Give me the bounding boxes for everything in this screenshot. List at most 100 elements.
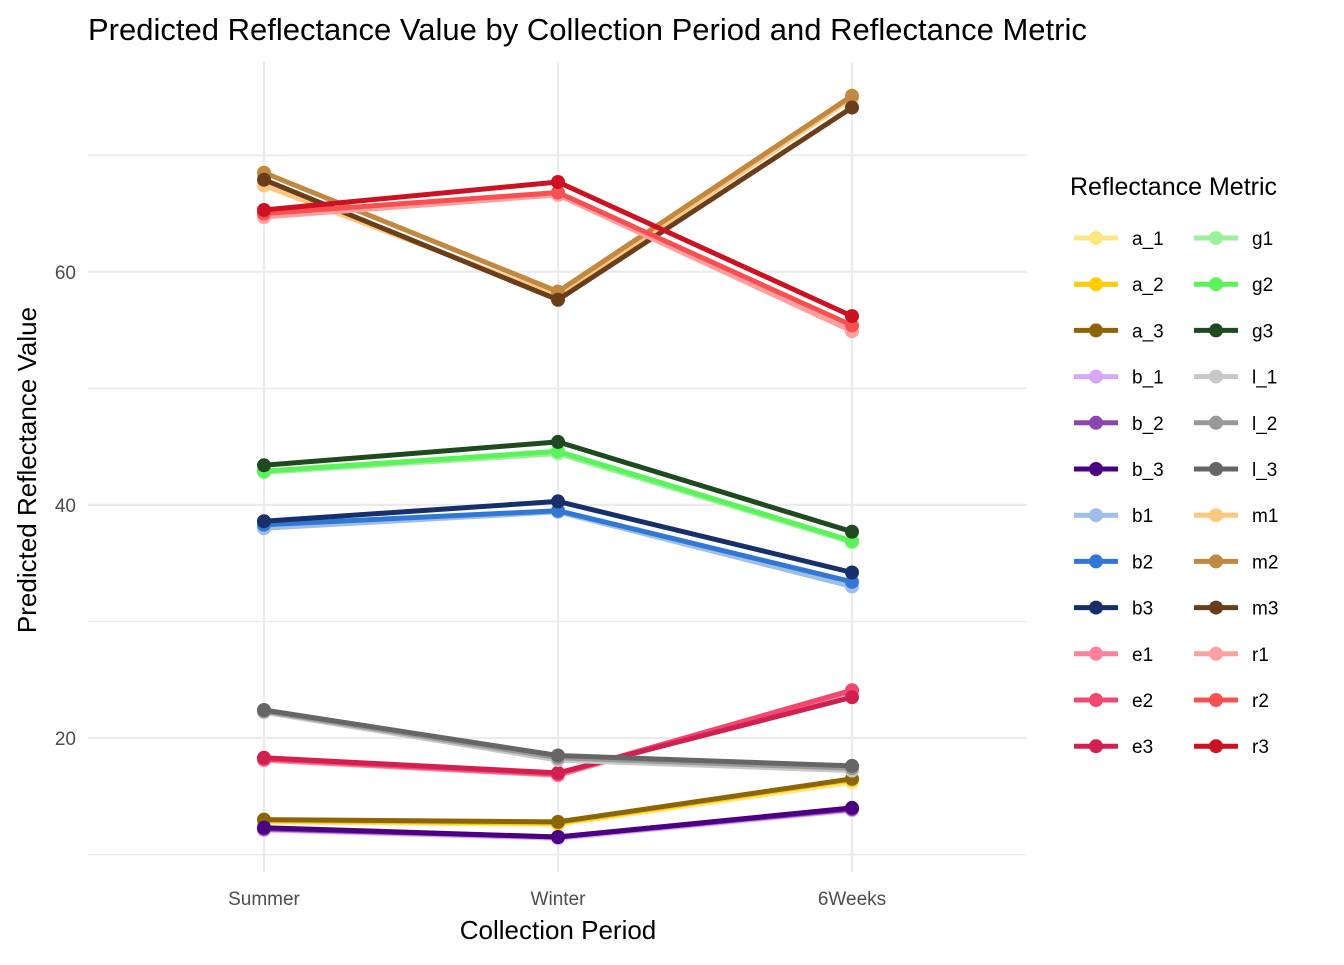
legend-label: r1 <box>1252 645 1269 666</box>
legend-item-e3: e3 <box>1074 737 1153 758</box>
legend-key-point <box>1209 739 1223 754</box>
legend-label: b1 <box>1132 506 1153 527</box>
legend-key-point <box>1089 462 1103 476</box>
legend-label: g3 <box>1252 321 1273 342</box>
legend-key-point <box>1209 462 1223 476</box>
legend-label: l_2 <box>1252 414 1277 435</box>
legend-item-b_1: b_1 <box>1074 368 1164 389</box>
legend-item-m3: m3 <box>1194 599 1278 620</box>
legend-item-b3: b3 <box>1074 599 1153 620</box>
data-point <box>551 765 565 780</box>
data-point <box>257 458 271 473</box>
legend-key-point <box>1089 369 1103 384</box>
x-tick-label: 6Weeks <box>818 889 886 910</box>
legend-item-g1: g1 <box>1194 229 1273 250</box>
legend-label: m3 <box>1252 599 1278 620</box>
legend-item-m2: m2 <box>1194 552 1278 573</box>
series-lines <box>257 88 859 846</box>
series-b_3 <box>257 800 859 844</box>
series-e3 <box>257 690 859 780</box>
y-tick-label: 40 <box>55 496 76 517</box>
x-axis-title: Collection Period <box>460 915 657 945</box>
legend-label: a_3 <box>1132 321 1164 342</box>
legend-item-b1: b1 <box>1074 506 1153 527</box>
y-tick-label: 20 <box>55 729 76 750</box>
legend-key-point <box>1209 600 1223 615</box>
series-g3 <box>257 434 859 539</box>
data-point <box>257 172 271 187</box>
legend-key-point <box>1089 277 1103 292</box>
legend-item-l_2: l_2 <box>1194 414 1277 435</box>
data-point <box>551 814 565 829</box>
legend-key-point <box>1209 554 1223 569</box>
x-tick-label: Winter <box>531 889 587 910</box>
legend-label: e1 <box>1132 645 1153 666</box>
legend-key-point <box>1089 693 1103 707</box>
data-point <box>257 750 271 765</box>
data-point <box>845 309 859 324</box>
legend-item-a_3: a_3 <box>1074 321 1164 342</box>
data-point <box>845 758 859 773</box>
legend-item-l_1: l_1 <box>1194 368 1277 389</box>
data-point <box>551 494 565 509</box>
legend-label: b_1 <box>1132 368 1164 389</box>
data-point <box>845 565 859 580</box>
y-axis-title: Predicted Reflectance Value <box>12 307 42 633</box>
legend-label: m1 <box>1252 506 1278 527</box>
legend: Reflectance Metric a_1 a_2 a_3 b_1 b_2 b_3 b1 b… <box>1070 173 1278 758</box>
legend-label: l_1 <box>1252 368 1277 389</box>
legend-label: l_3 <box>1252 460 1277 481</box>
legend-label: e3 <box>1132 737 1153 758</box>
y-tick-label: 60 <box>55 263 76 284</box>
legend-label: g2 <box>1252 275 1273 296</box>
data-point <box>845 524 859 539</box>
data-point <box>845 800 859 815</box>
data-point <box>257 703 271 717</box>
legend-item-g2: g2 <box>1194 275 1273 296</box>
legend-key-point <box>1209 277 1223 292</box>
data-point <box>551 175 565 189</box>
legend-key-point <box>1209 646 1223 661</box>
legend-key-point <box>1209 508 1223 523</box>
legend-item-a_2: a_2 <box>1074 275 1164 296</box>
data-point <box>551 185 565 200</box>
legend-key-point <box>1089 231 1103 245</box>
legend-item-r1: r1 <box>1194 645 1269 666</box>
data-point <box>845 88 859 103</box>
legend-label: b2 <box>1132 552 1153 573</box>
legend-title: Reflectance Metric <box>1070 173 1277 201</box>
legend-key-point <box>1089 739 1103 754</box>
legend-key-point <box>1089 600 1103 615</box>
legend-key-point <box>1209 415 1223 430</box>
axes: 20 40 60 Summer Winter 6Weeks <box>55 263 886 910</box>
legend-item-e2: e2 <box>1074 691 1153 712</box>
series-b3 <box>257 494 859 580</box>
legend-item-e1: e1 <box>1074 645 1153 666</box>
legend-label: e2 <box>1132 691 1153 712</box>
legend-key-point <box>1209 323 1223 338</box>
data-point <box>551 292 565 307</box>
legend-key-point <box>1089 554 1103 569</box>
data-point <box>551 748 565 763</box>
legend-label: r3 <box>1252 737 1269 758</box>
chart-title: Predicted Reflectance Value by Collectio… <box>88 12 1087 47</box>
data-point <box>845 100 859 115</box>
legend-label: b_3 <box>1132 460 1164 481</box>
legend-label: r2 <box>1252 691 1269 712</box>
legend-item-l_3: l_3 <box>1194 460 1277 481</box>
legend-label: b_2 <box>1132 414 1164 435</box>
legend-key-point <box>1209 369 1223 384</box>
legend-item-b_2: b_2 <box>1074 414 1164 435</box>
legend-label: b3 <box>1132 599 1153 620</box>
legend-label: a_2 <box>1132 275 1164 296</box>
series-m3 <box>257 100 859 307</box>
legend-item-a_1: a_1 <box>1074 229 1164 250</box>
legend-key-point <box>1089 415 1103 430</box>
legend-item-m1: m1 <box>1194 506 1278 527</box>
legend-key-point <box>1209 231 1223 245</box>
legend-key-point <box>1089 646 1103 661</box>
series-r3 <box>257 175 859 324</box>
legend-label: a_1 <box>1132 229 1164 250</box>
data-point <box>257 514 271 529</box>
